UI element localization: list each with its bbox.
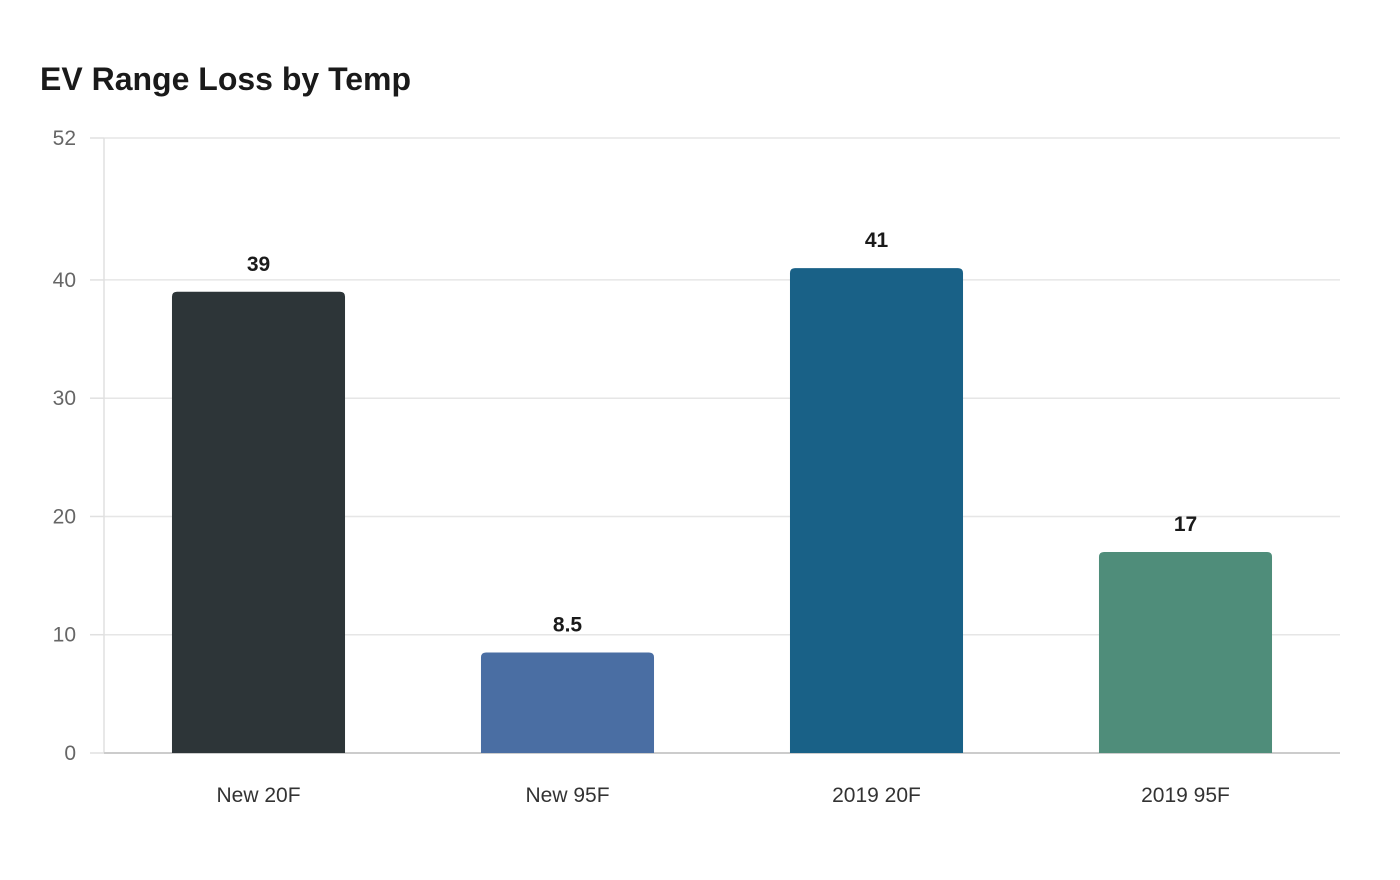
y-tick-label: 0 [64, 742, 76, 765]
data-label: 8.5 [553, 613, 583, 636]
y-tick-label: 52 [53, 127, 76, 150]
data-label: 41 [865, 229, 889, 252]
chart-title: EV Range Loss by Temp [40, 61, 412, 97]
bar [1098, 551, 1273, 753]
bar [789, 268, 964, 753]
bar [171, 291, 346, 753]
labels: 39 New 20F 8.5 New 95F 41 2019 20F 17 2019 95F [216, 229, 1229, 807]
x-tick-label: 2019 95F [1141, 784, 1230, 807]
bar [480, 652, 655, 753]
data-label: 39 [247, 253, 270, 276]
x-tick-label: New 95F [525, 784, 609, 807]
x-tick-label: New 20F [216, 784, 300, 807]
y-tick-label: 40 [53, 269, 76, 292]
y-tick-label: 10 [53, 624, 76, 647]
y-tick-label: 30 [53, 387, 76, 410]
y-tick-label: 20 [53, 505, 76, 528]
x-tick-label: 2019 20F [832, 784, 921, 807]
bars [171, 268, 1273, 753]
data-label: 17 [1174, 513, 1197, 536]
